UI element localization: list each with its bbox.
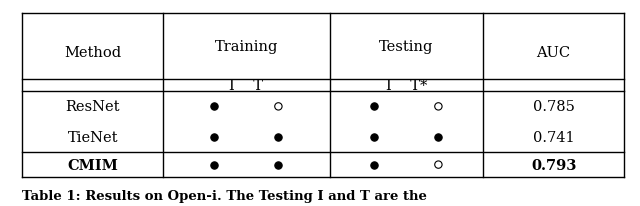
Text: Table 1: Results on Open-i. The Testing I and T are the: Table 1: Results on Open-i. The Testing … [22,190,428,202]
Text: 0.741: 0.741 [532,130,575,144]
Point [209,136,220,139]
Text: I    T*: I T* [386,78,427,92]
Text: Testing: Testing [380,40,433,54]
Point [433,105,444,109]
Point [209,105,220,109]
Point [209,163,220,166]
Text: AUC: AUC [536,46,571,60]
Text: 0.785: 0.785 [532,100,575,114]
Text: 0.793: 0.793 [531,158,576,172]
Point [433,136,444,139]
Text: I    T: I T [229,78,264,92]
Point [433,163,444,166]
Text: ResNet: ResNet [65,100,120,114]
Text: Method: Method [64,46,122,60]
Text: CMIM: CMIM [67,158,118,172]
Point [273,136,284,139]
Point [369,136,380,139]
Point [273,105,284,109]
Text: Training: Training [214,40,278,54]
Point [369,163,380,166]
Text: TieNet: TieNet [68,130,118,144]
Point [369,105,380,109]
Point [273,163,284,166]
